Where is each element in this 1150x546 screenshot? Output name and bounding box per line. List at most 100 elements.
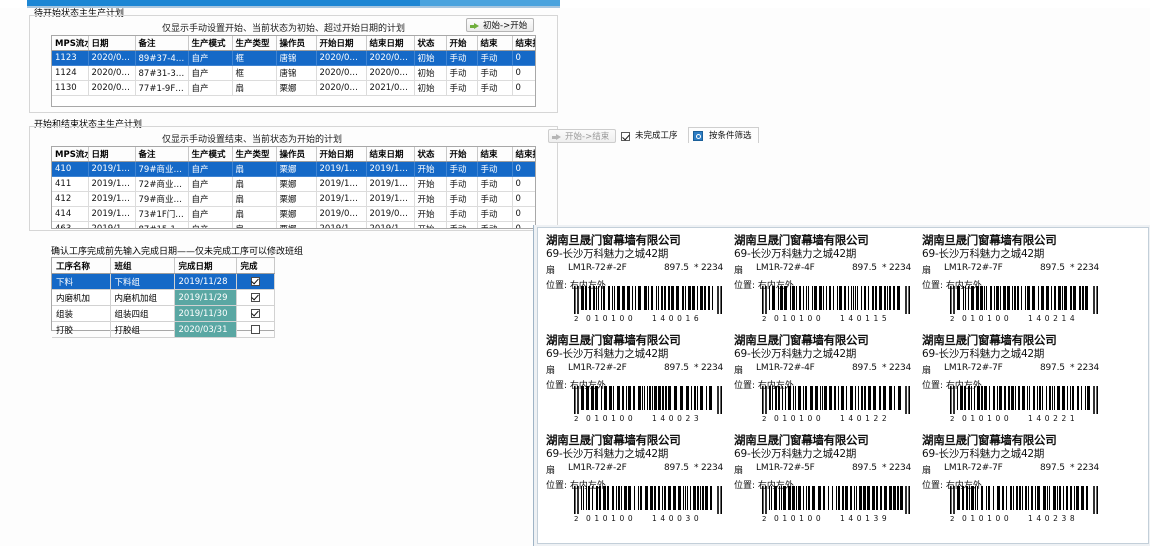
table-cell[interactable]: 手动 [477,80,513,96]
table-cell[interactable]: 栗娜 [276,191,317,207]
column-header[interactable]: 班组 [110,258,175,274]
table-cell[interactable]: 扇 [232,191,277,207]
table-cell[interactable]: 2020/03/26 [88,50,136,66]
table-cell[interactable]: 自产 [188,161,233,177]
operation-name[interactable]: 下料 [52,273,111,290]
table-row[interactable]: 4142019/10/2473#1F门扇窗扇自产扇栗娜2019/07/05201… [52,206,535,222]
column-header[interactable]: 状态 [414,36,447,51]
table-cell[interactable]: 2019/10/24 [88,206,136,222]
grid-started[interactable]: MPS流水号日期备注生产模式生产类型操作员开始日期结束日期状态开始结束结束拖延期… [51,146,536,229]
column-header[interactable]: 开始 [446,147,478,162]
table-cell[interactable]: 0 [512,221,535,228]
grid-not-started[interactable]: MPS流水号日期备注生产模式生产类型操作员开始日期结束日期状态开始结束结束拖延期… [51,35,536,107]
table-cell[interactable]: 开始 [414,176,447,192]
table-cell[interactable]: 2019/10/24 [316,161,367,177]
table-cell[interactable]: 2019/11/02 [366,161,415,177]
table-cell[interactable]: 自产 [188,65,233,81]
checkbox-icon[interactable] [250,308,260,318]
table-cell[interactable]: 2019/10/24 [316,191,367,207]
table-cell[interactable]: 手动 [477,206,513,222]
table-cell[interactable]: 2020/03/18 [366,50,415,66]
column-header[interactable]: 工序名称 [52,258,111,274]
table-cell[interactable]: 0 [512,176,535,192]
table-row[interactable]: 4102019/10/2479#商业地弹…自产扇栗娜2019/10/242019… [52,161,535,177]
table-cell[interactable]: 2019/10/24 [88,191,136,207]
operation-team[interactable]: 内磨机加组 [110,289,175,306]
table-cell[interactable]: 初始 [414,80,447,96]
table-cell[interactable]: 唐锦 [276,50,317,66]
table-cell[interactable]: 手动 [446,176,478,192]
table-row[interactable]: 4122019/10/2479#商业窗扇自产扇栗娜2019/10/242019/… [52,191,535,207]
operation-done-cell[interactable] [236,289,275,306]
table-cell[interactable]: 手动 [446,206,478,222]
column-header[interactable]: 操作员 [276,36,317,51]
table-cell[interactable]: 2020/03/02 [316,50,367,66]
column-header[interactable]: 完成日期 [174,258,237,274]
table-cell[interactable]: 1123 [52,50,89,66]
column-header[interactable]: 开始日期 [316,147,367,162]
table-cell[interactable]: 框 [232,50,277,66]
table-cell[interactable]: 初始 [414,65,447,81]
table-row[interactable]: 4632019/11/0187#15-18F窗扇自产扇栗娜2019/11/082… [52,221,535,228]
table-cell[interactable]: 自产 [188,206,233,222]
table-cell[interactable]: 栗娜 [276,176,317,192]
table-cell[interactable]: 手动 [477,50,513,66]
grid-operations[interactable]: 工序名称 班组 完成日期 完成 下料 下料组 2019/11/28 内磨机加 内磨机加组 201… [51,257,275,338]
operation-team[interactable]: 下料组 [110,273,175,290]
table-cell[interactable]: 扇 [232,221,277,228]
column-header[interactable]: MPS流水号 [52,147,89,162]
column-header[interactable]: 日期 [88,147,136,162]
table-cell[interactable]: 77#1-9F门扇 [135,80,189,96]
column-header[interactable]: 生产类型 [232,36,277,51]
table-cell[interactable]: 2019/10/24 [88,176,136,192]
table-cell[interactable]: 2021/04/10 [366,80,415,96]
table-cell[interactable]: 463 [52,221,89,228]
table-cell[interactable]: 手动 [446,65,478,81]
table-cell[interactable]: 开始 [414,221,447,228]
table-cell[interactable]: 手动 [446,191,478,207]
table-cell[interactable]: 2020/03/30 [316,65,367,81]
operation-done-cell[interactable] [236,273,275,290]
table-cell[interactable]: 框 [232,65,277,81]
operation-finish-date[interactable]: 2019/11/28 [174,273,237,290]
table-row[interactable]: 4112019/10/2472#商业窗扇自产扇栗娜2019/10/242019/… [52,176,535,192]
table-cell[interactable]: 1124 [52,65,89,81]
table-cell[interactable]: 0 [512,80,535,96]
table-cell[interactable]: 411 [52,176,89,192]
table-cell[interactable]: 自产 [188,50,233,66]
table-cell[interactable]: 自产 [188,221,233,228]
checkbox-icon[interactable] [250,292,260,302]
operation-finish-date[interactable]: 2020/03/31 [174,321,237,338]
list-item[interactable]: 内磨机加 内磨机加组 2019/11/29 [52,289,275,306]
column-header[interactable]: 生产模式 [188,36,233,51]
table-cell[interactable]: 初始 [414,50,447,66]
table-cell[interactable]: 开始 [414,161,447,177]
column-header[interactable]: 生产模式 [188,147,233,162]
table-cell[interactable]: 手动 [446,50,478,66]
column-header[interactable]: 结束 [477,147,513,162]
column-header[interactable]: 结束拖延期 [512,36,535,51]
table-cell[interactable]: 唐锦 [276,65,317,81]
table-cell[interactable]: 0 [512,191,535,207]
table-cell[interactable]: 自产 [188,80,233,96]
table-cell[interactable]: 手动 [446,80,478,96]
column-header[interactable]: 开始 [446,36,478,51]
table-cell[interactable]: 栗娜 [276,80,317,96]
column-header[interactable]: 状态 [414,147,447,162]
table-cell[interactable]: 2019/11/18 [366,221,415,228]
checkbox-icon[interactable] [250,324,260,334]
column-header[interactable]: 开始日期 [316,36,367,51]
table-row[interactable]: 11242020/03/2687#31-34F门框自产框唐锦2020/03/30… [52,65,535,81]
table-cell[interactable]: 2019/11/02 [366,176,415,192]
column-header[interactable]: MPS流水号 [52,36,89,51]
table-row[interactable]: 11302020/03/2777#1-9F门扇自产扇栗娜2020/03/2720… [52,80,535,96]
table-cell[interactable]: 79#商业窗扇 [135,191,189,207]
table-cell[interactable]: 栗娜 [276,221,317,228]
operation-done-cell[interactable] [236,305,275,322]
table-cell[interactable]: 手动 [477,65,513,81]
table-cell[interactable]: 0 [512,161,535,177]
table-cell[interactable]: 2019/10/24 [316,176,367,192]
table-cell[interactable]: 手动 [477,191,513,207]
table-cell[interactable]: 扇 [232,206,277,222]
table-cell[interactable]: 手动 [446,221,478,228]
